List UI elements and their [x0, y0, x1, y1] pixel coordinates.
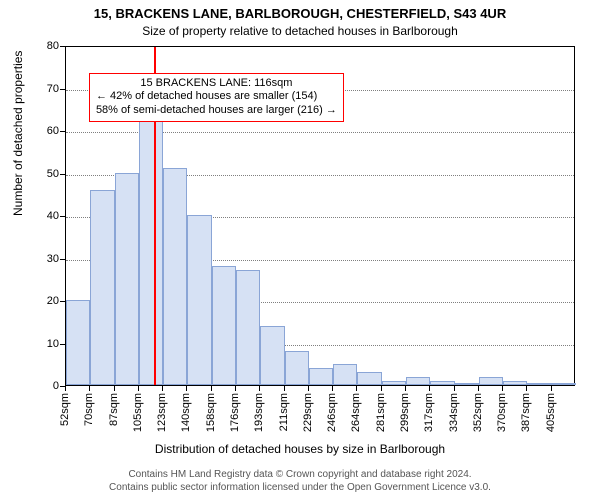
x-tick-label: 140sqm — [180, 393, 192, 432]
x-tick-label: 70sqm — [83, 393, 95, 426]
histogram-bar — [187, 215, 211, 385]
x-tick-label: 211sqm — [278, 393, 290, 431]
histogram-bar — [430, 381, 454, 385]
x-tick-label: 299sqm — [399, 393, 411, 432]
x-tick-mark — [65, 386, 66, 391]
x-tick-mark — [405, 386, 406, 391]
x-tick-mark — [429, 386, 430, 391]
x-tick-mark — [381, 386, 382, 391]
histogram-bar — [382, 381, 406, 385]
x-tick-label: 229sqm — [302, 393, 314, 432]
chart-title-address: 15, BRACKENS LANE, BARLBOROUGH, CHESTERF… — [0, 6, 600, 21]
histogram-bar — [455, 383, 479, 385]
x-tick-mark — [114, 386, 115, 391]
annotation-line1: 15 BRACKENS LANE: 116sqm — [96, 77, 337, 91]
y-tick-label: 20 — [0, 295, 59, 307]
chart-title-description: Size of property relative to detached ho… — [0, 24, 600, 38]
x-tick-label: 87sqm — [108, 393, 120, 426]
x-tick-label: 281sqm — [375, 393, 387, 432]
y-tick-mark — [60, 344, 65, 345]
annotation-line3: 58% of semi-detached houses are larger (… — [96, 104, 337, 118]
x-tick-mark — [211, 386, 212, 391]
x-tick-mark — [235, 386, 236, 391]
x-tick-label: 193sqm — [253, 393, 265, 432]
x-tick-label: 387sqm — [520, 393, 532, 432]
histogram-bar — [309, 368, 333, 385]
histogram-bar — [285, 351, 309, 385]
footer-line1: Contains HM Land Registry data © Crown c… — [0, 469, 600, 482]
y-tick-mark — [60, 301, 65, 302]
y-tick-mark — [60, 46, 65, 47]
x-tick-label: 317sqm — [423, 393, 435, 432]
histogram-bar — [479, 377, 503, 386]
x-tick-mark — [356, 386, 357, 391]
x-tick-mark — [454, 386, 455, 391]
footer-attribution: Contains HM Land Registry data © Crown c… — [0, 469, 600, 494]
x-tick-label: 105sqm — [132, 393, 144, 432]
y-tick-label: 30 — [0, 253, 59, 265]
x-tick-label: 176sqm — [229, 393, 241, 432]
histogram-bar — [503, 381, 527, 385]
histogram-bar — [163, 168, 187, 385]
x-tick-mark — [308, 386, 309, 391]
x-tick-mark — [551, 386, 552, 391]
x-tick-label: 405sqm — [545, 393, 557, 432]
plot-area: 15 BRACKENS LANE: 116sqm← 42% of detache… — [65, 46, 575, 386]
x-tick-mark — [186, 386, 187, 391]
annotation-box: 15 BRACKENS LANE: 116sqm← 42% of detache… — [89, 73, 344, 122]
x-tick-label: 334sqm — [448, 393, 460, 432]
y-tick-label: 60 — [0, 125, 59, 137]
y-tick-label: 50 — [0, 168, 59, 180]
x-tick-label: 52sqm — [59, 393, 71, 426]
histogram-bar — [406, 377, 430, 386]
x-tick-label: 370sqm — [496, 393, 508, 432]
x-axis-ticks: 52sqm 70sqm 87sqm 105sqm 123sqm 140sqm 158sqm 1… — [0, 386, 600, 446]
y-tick-label: 70 — [0, 83, 59, 95]
y-tick-mark — [60, 216, 65, 217]
x-tick-label: 158sqm — [205, 393, 217, 432]
histogram-bar — [236, 270, 260, 385]
y-tick-mark — [60, 174, 65, 175]
histogram-bar — [333, 364, 357, 385]
x-tick-mark — [138, 386, 139, 391]
x-tick-mark — [502, 386, 503, 391]
y-tick-label: 40 — [0, 210, 59, 222]
x-tick-mark — [332, 386, 333, 391]
y-tick-label: 80 — [0, 40, 59, 52]
histogram-bar — [90, 190, 114, 386]
histogram-bar — [66, 300, 90, 385]
x-tick-label: 352sqm — [472, 393, 484, 432]
footer-line2: Contains public sector information licen… — [0, 482, 600, 495]
y-tick-mark — [60, 259, 65, 260]
x-tick-mark — [526, 386, 527, 391]
x-tick-label: 246sqm — [326, 393, 338, 432]
histogram-bar — [527, 383, 551, 385]
histogram-bar — [260, 326, 284, 386]
x-tick-mark — [284, 386, 285, 391]
x-tick-mark — [478, 386, 479, 391]
y-tick-mark — [60, 131, 65, 132]
x-axis-label: Distribution of detached houses by size … — [0, 442, 600, 456]
histogram-bar — [552, 383, 576, 385]
x-tick-mark — [259, 386, 260, 391]
histogram-bar — [139, 100, 163, 385]
property-size-chart: 15, BRACKENS LANE, BARLBOROUGH, CHESTERF… — [0, 0, 600, 500]
histogram-bar — [357, 372, 381, 385]
x-tick-label: 264sqm — [350, 393, 362, 432]
annotation-line2: ← 42% of detached houses are smaller (15… — [96, 90, 337, 104]
y-tick-mark — [60, 89, 65, 90]
y-tick-label: 10 — [0, 338, 59, 350]
histogram-bar — [115, 173, 139, 386]
x-tick-mark — [89, 386, 90, 391]
histogram-bar — [212, 266, 236, 385]
x-tick-mark — [162, 386, 163, 391]
x-tick-label: 123sqm — [156, 393, 168, 432]
